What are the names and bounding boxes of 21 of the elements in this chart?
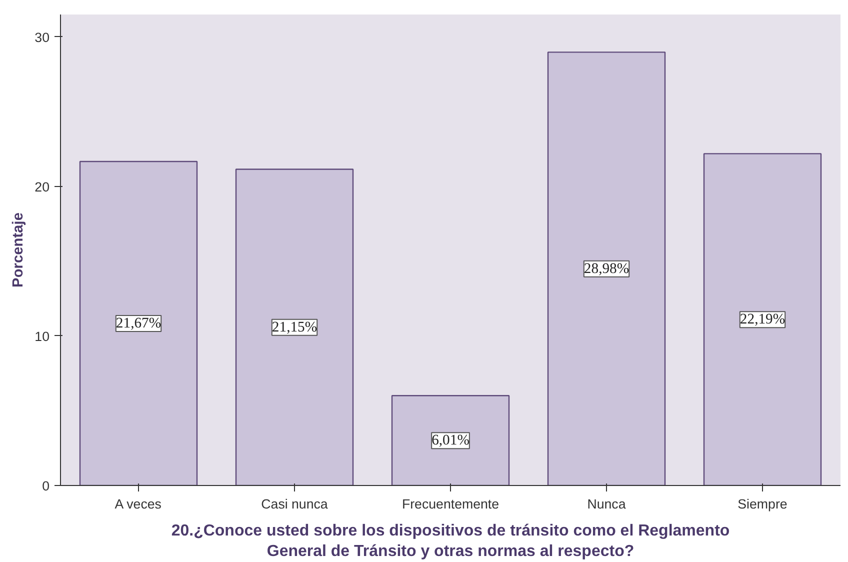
bar (79, 160, 198, 486)
bar (547, 52, 666, 486)
bar (703, 153, 822, 486)
bar (235, 168, 354, 486)
data-label: 22,19% (740, 312, 786, 328)
x-tick-label: Casi nunca (261, 496, 328, 512)
bar (391, 395, 510, 486)
y-tick-label: 20 (34, 179, 50, 194)
x-tick-label: A veces (114, 496, 162, 512)
data-label: 6,01% (432, 432, 470, 449)
data-label: 28,98% (584, 260, 630, 277)
y-tick-label: 30 (34, 30, 50, 45)
data-label: 21,15% (272, 319, 318, 336)
y-tick-label: 0 (42, 478, 50, 494)
y-axis-title: Porcentaje (10, 212, 27, 288)
x-tick-label: Frecuentemente (402, 496, 500, 512)
data-label: 21,67% (116, 315, 162, 332)
x-tick-label: Nunca (587, 496, 626, 512)
x-tick-label: Siempre (738, 496, 788, 512)
y-tick-label: 10 (34, 328, 50, 344)
x-axis-title: 20.¿Conoce usted sobre los dispositivos de tránsito como el Reglamento General de Tránsito y otras normas al respecto? (171, 522, 730, 560)
